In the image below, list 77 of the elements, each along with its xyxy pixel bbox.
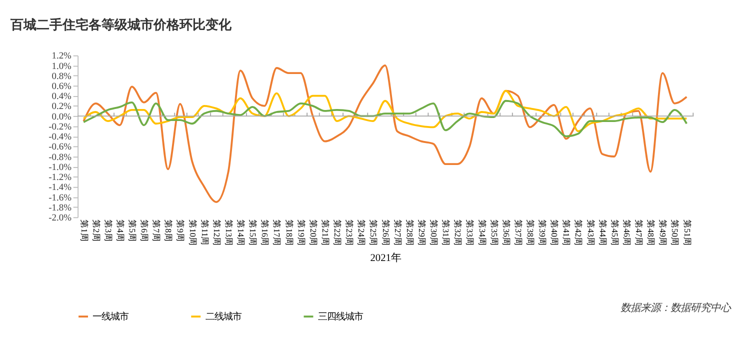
x-tick-label: 第31周	[441, 220, 452, 246]
x-tick-label: 第45周	[610, 220, 620, 246]
x-tick-label: 第20周	[308, 220, 318, 246]
x-tick-label: 第32周	[453, 220, 464, 246]
legend-label: 一线城市	[92, 311, 129, 322]
y-tick-label: 0.0%	[52, 112, 72, 122]
x-tick-label: 第4周	[115, 220, 126, 242]
x-tick-label: 第38周	[526, 220, 536, 246]
y-tick-label: 1.2%	[52, 52, 72, 62]
x-tick-label: 第49周	[658, 220, 668, 246]
legend-label: 三四线城市	[318, 311, 363, 322]
x-tick-label: 第50周	[670, 220, 680, 246]
x-tick-label: 第36周	[501, 220, 512, 246]
x-tick-label: 第23周	[344, 220, 355, 246]
x-axis-title: 2021年	[370, 252, 402, 264]
x-tick-label: 第6周	[140, 220, 150, 242]
line-series	[82, 90, 688, 132]
x-tick-label: 第30周	[429, 220, 440, 246]
y-tick-label: -1.0%	[48, 162, 72, 173]
x-tick-label: 第10周	[188, 220, 198, 246]
y-tick-label: -2.0%	[48, 213, 72, 224]
y-tick-label: -1.6%	[48, 193, 72, 204]
x-tick-label: 第22周	[332, 220, 343, 246]
x-tick-label: 第51周	[682, 220, 692, 246]
x-tick-label: 第3周	[103, 220, 114, 242]
x-tick-label: 第9周	[176, 220, 186, 242]
x-tick-label: 第37周	[513, 220, 524, 246]
y-tick-label: -0.8%	[48, 152, 72, 163]
x-tick-label: 第42周	[574, 220, 584, 246]
y-tick-label: 0.6%	[52, 82, 72, 92]
y-tick-label: -1.4%	[48, 183, 72, 194]
x-tick-label: 第17周	[272, 220, 282, 246]
x-tick-label: 第35周	[489, 220, 500, 246]
chart-title: 百城二手住宅各等级城市价格环比变化	[9, 16, 232, 33]
x-tick-label: 第15周	[248, 220, 258, 246]
y-tick-label: -0.4%	[48, 132, 72, 143]
x-tick-label: 第2周	[91, 220, 102, 242]
y-tick-label: -1.2%	[48, 173, 72, 184]
x-tick-label: 第43周	[586, 220, 596, 246]
line-series	[82, 100, 688, 138]
y-tick-label: -0.2%	[48, 122, 72, 132]
x-tick-label: 第5周	[128, 220, 138, 242]
x-tick-label: 第19周	[296, 220, 306, 246]
x-tick-label: 第16周	[260, 220, 270, 246]
x-tick-label: 第24周	[356, 220, 367, 246]
y-tick-label: 0.2%	[52, 102, 72, 112]
y-tick-label: 1.0%	[52, 62, 72, 72]
x-tick-label: 第13周	[224, 220, 234, 246]
x-tick-label: 第21周	[320, 220, 330, 246]
x-tick-label: 第7周	[152, 220, 162, 242]
y-tick-label: 0.4%	[52, 92, 72, 102]
y-tick-label: 0.8%	[52, 72, 72, 82]
x-tick-label: 第41周	[562, 220, 572, 246]
source-note: 数据来源：数据研究中心	[620, 302, 732, 314]
x-tick-label: 第39周	[538, 220, 548, 246]
x-tick-label: 第25周	[368, 220, 379, 246]
x-tick-label: 第14周	[236, 220, 246, 246]
x-tick-label: 第27周	[392, 220, 403, 246]
legend-label: 二线城市	[205, 311, 242, 322]
x-tick-label: 第34周	[477, 220, 488, 246]
x-tick-label: 第1周	[79, 220, 90, 242]
y-tick-label: -0.6%	[48, 142, 72, 153]
line-series	[82, 64, 688, 203]
x-tick-label: 第33周	[465, 220, 476, 246]
x-tick-label: 第26周	[380, 220, 391, 246]
x-tick-label: 第40周	[550, 220, 560, 246]
x-tick-label: 第29周	[416, 220, 427, 246]
y-tick-label: -1.8%	[48, 203, 72, 214]
x-tick-label: 第44周	[598, 220, 608, 246]
x-tick-label: 第47周	[634, 220, 644, 246]
x-tick-label: 第18周	[284, 220, 294, 246]
x-tick-label: 第12周	[212, 220, 222, 246]
x-tick-label: 第11周	[200, 220, 210, 246]
x-tick-label: 第28周	[404, 220, 415, 246]
x-tick-label: 第48周	[646, 220, 656, 246]
x-tick-label: 第8周	[164, 220, 174, 242]
x-tick-label: 第46周	[622, 220, 632, 246]
